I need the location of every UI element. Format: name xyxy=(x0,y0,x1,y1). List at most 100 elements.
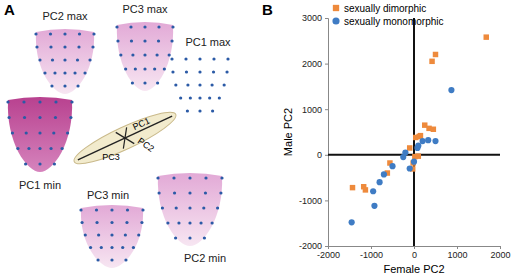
x-axis: -2000-1000010002000 xyxy=(317,246,511,260)
landmark xyxy=(52,131,55,134)
panel-label: A xyxy=(4,1,15,18)
landmark xyxy=(143,67,146,70)
tick: 3000 xyxy=(302,13,328,23)
landmark xyxy=(219,191,222,194)
landmark xyxy=(170,57,173,60)
landmark xyxy=(63,45,66,48)
y-axis: -2000-10000100020003000 xyxy=(299,13,329,251)
landmark xyxy=(6,100,9,103)
legend: sexually dimorphicsexually monomorphic xyxy=(332,3,443,27)
pc-space: PC1PC2 xyxy=(70,104,187,184)
tick: 2000 xyxy=(302,59,328,69)
landmark xyxy=(208,96,211,99)
landmark xyxy=(76,84,79,87)
axis-line xyxy=(329,247,501,250)
landmark xyxy=(124,67,127,70)
landmark xyxy=(49,45,52,48)
panel-label: B xyxy=(262,1,273,18)
point xyxy=(431,127,436,132)
landmark xyxy=(202,206,205,209)
point xyxy=(389,163,395,169)
wing-outline xyxy=(81,205,143,268)
landmark xyxy=(171,70,174,73)
tick: 0 xyxy=(317,150,328,160)
legend-marker xyxy=(333,5,339,11)
landmark xyxy=(184,57,187,60)
landmark xyxy=(185,70,188,73)
pc2-axis xyxy=(116,127,134,148)
tick-mark xyxy=(325,18,328,19)
landmark xyxy=(156,81,159,84)
landmark xyxy=(110,246,113,249)
landmark xyxy=(188,236,191,239)
wing-outline xyxy=(36,29,94,94)
landmark xyxy=(157,25,160,28)
landmark xyxy=(43,71,46,74)
shape-label: PC2 max xyxy=(42,10,88,22)
landmark xyxy=(216,206,219,209)
landmark xyxy=(53,162,56,165)
pc1-axis xyxy=(78,116,172,160)
shape-label: PC1 min xyxy=(19,179,61,191)
landmark xyxy=(226,57,229,60)
landmark xyxy=(92,32,95,35)
axis-name: PC1 xyxy=(131,116,151,132)
landmark xyxy=(168,53,171,56)
wing-outline xyxy=(117,22,173,91)
shape-label: PC2 min xyxy=(184,252,226,264)
shape-label: PC3 min xyxy=(87,189,129,201)
x-axis-title: Female PC2 xyxy=(383,263,444,275)
landmark xyxy=(198,83,201,86)
wing-outline xyxy=(158,173,222,246)
tick-label: 1000 xyxy=(302,105,322,115)
tick: 2000 xyxy=(490,246,510,260)
landmark xyxy=(129,25,132,28)
landmark xyxy=(110,233,113,236)
wing-shape xyxy=(34,29,95,94)
landmark xyxy=(137,233,140,236)
landmark xyxy=(186,109,189,112)
landmark xyxy=(131,53,134,56)
landmark xyxy=(198,70,201,73)
point xyxy=(425,137,431,143)
landmark xyxy=(77,45,80,48)
tick-label: -2000 xyxy=(299,241,322,251)
point xyxy=(407,165,413,171)
landmark xyxy=(175,206,178,209)
landmark xyxy=(124,233,127,236)
point xyxy=(349,219,355,225)
landmark xyxy=(73,71,76,74)
point xyxy=(402,149,408,155)
axis-name: PC3 xyxy=(102,152,120,162)
landmark xyxy=(100,246,103,249)
landmark xyxy=(63,84,66,87)
landmark xyxy=(140,221,143,224)
landmark xyxy=(211,109,214,112)
landmark xyxy=(188,206,191,209)
landmark xyxy=(211,221,214,224)
wing-outline xyxy=(8,97,72,172)
shape-label: PC3 max xyxy=(122,3,168,15)
pc3-axis xyxy=(116,127,134,148)
tick: -2000 xyxy=(299,241,328,251)
point xyxy=(350,185,355,190)
landmark xyxy=(34,32,37,35)
axis-name: PC2 xyxy=(136,136,156,154)
landmark xyxy=(131,81,134,84)
landmark xyxy=(38,116,41,119)
landmark xyxy=(95,208,98,211)
landmark xyxy=(130,39,133,42)
landmark xyxy=(174,236,177,239)
landmark xyxy=(110,208,113,211)
landmark xyxy=(132,246,135,249)
tick-mark xyxy=(325,200,328,201)
landmark xyxy=(199,221,202,224)
landmark xyxy=(97,233,100,236)
landmark xyxy=(116,39,119,42)
point xyxy=(411,159,417,165)
landmark xyxy=(204,176,207,179)
landmark xyxy=(121,246,124,249)
tick: 1000 xyxy=(447,246,467,260)
landmark xyxy=(119,53,122,56)
point xyxy=(361,184,366,189)
